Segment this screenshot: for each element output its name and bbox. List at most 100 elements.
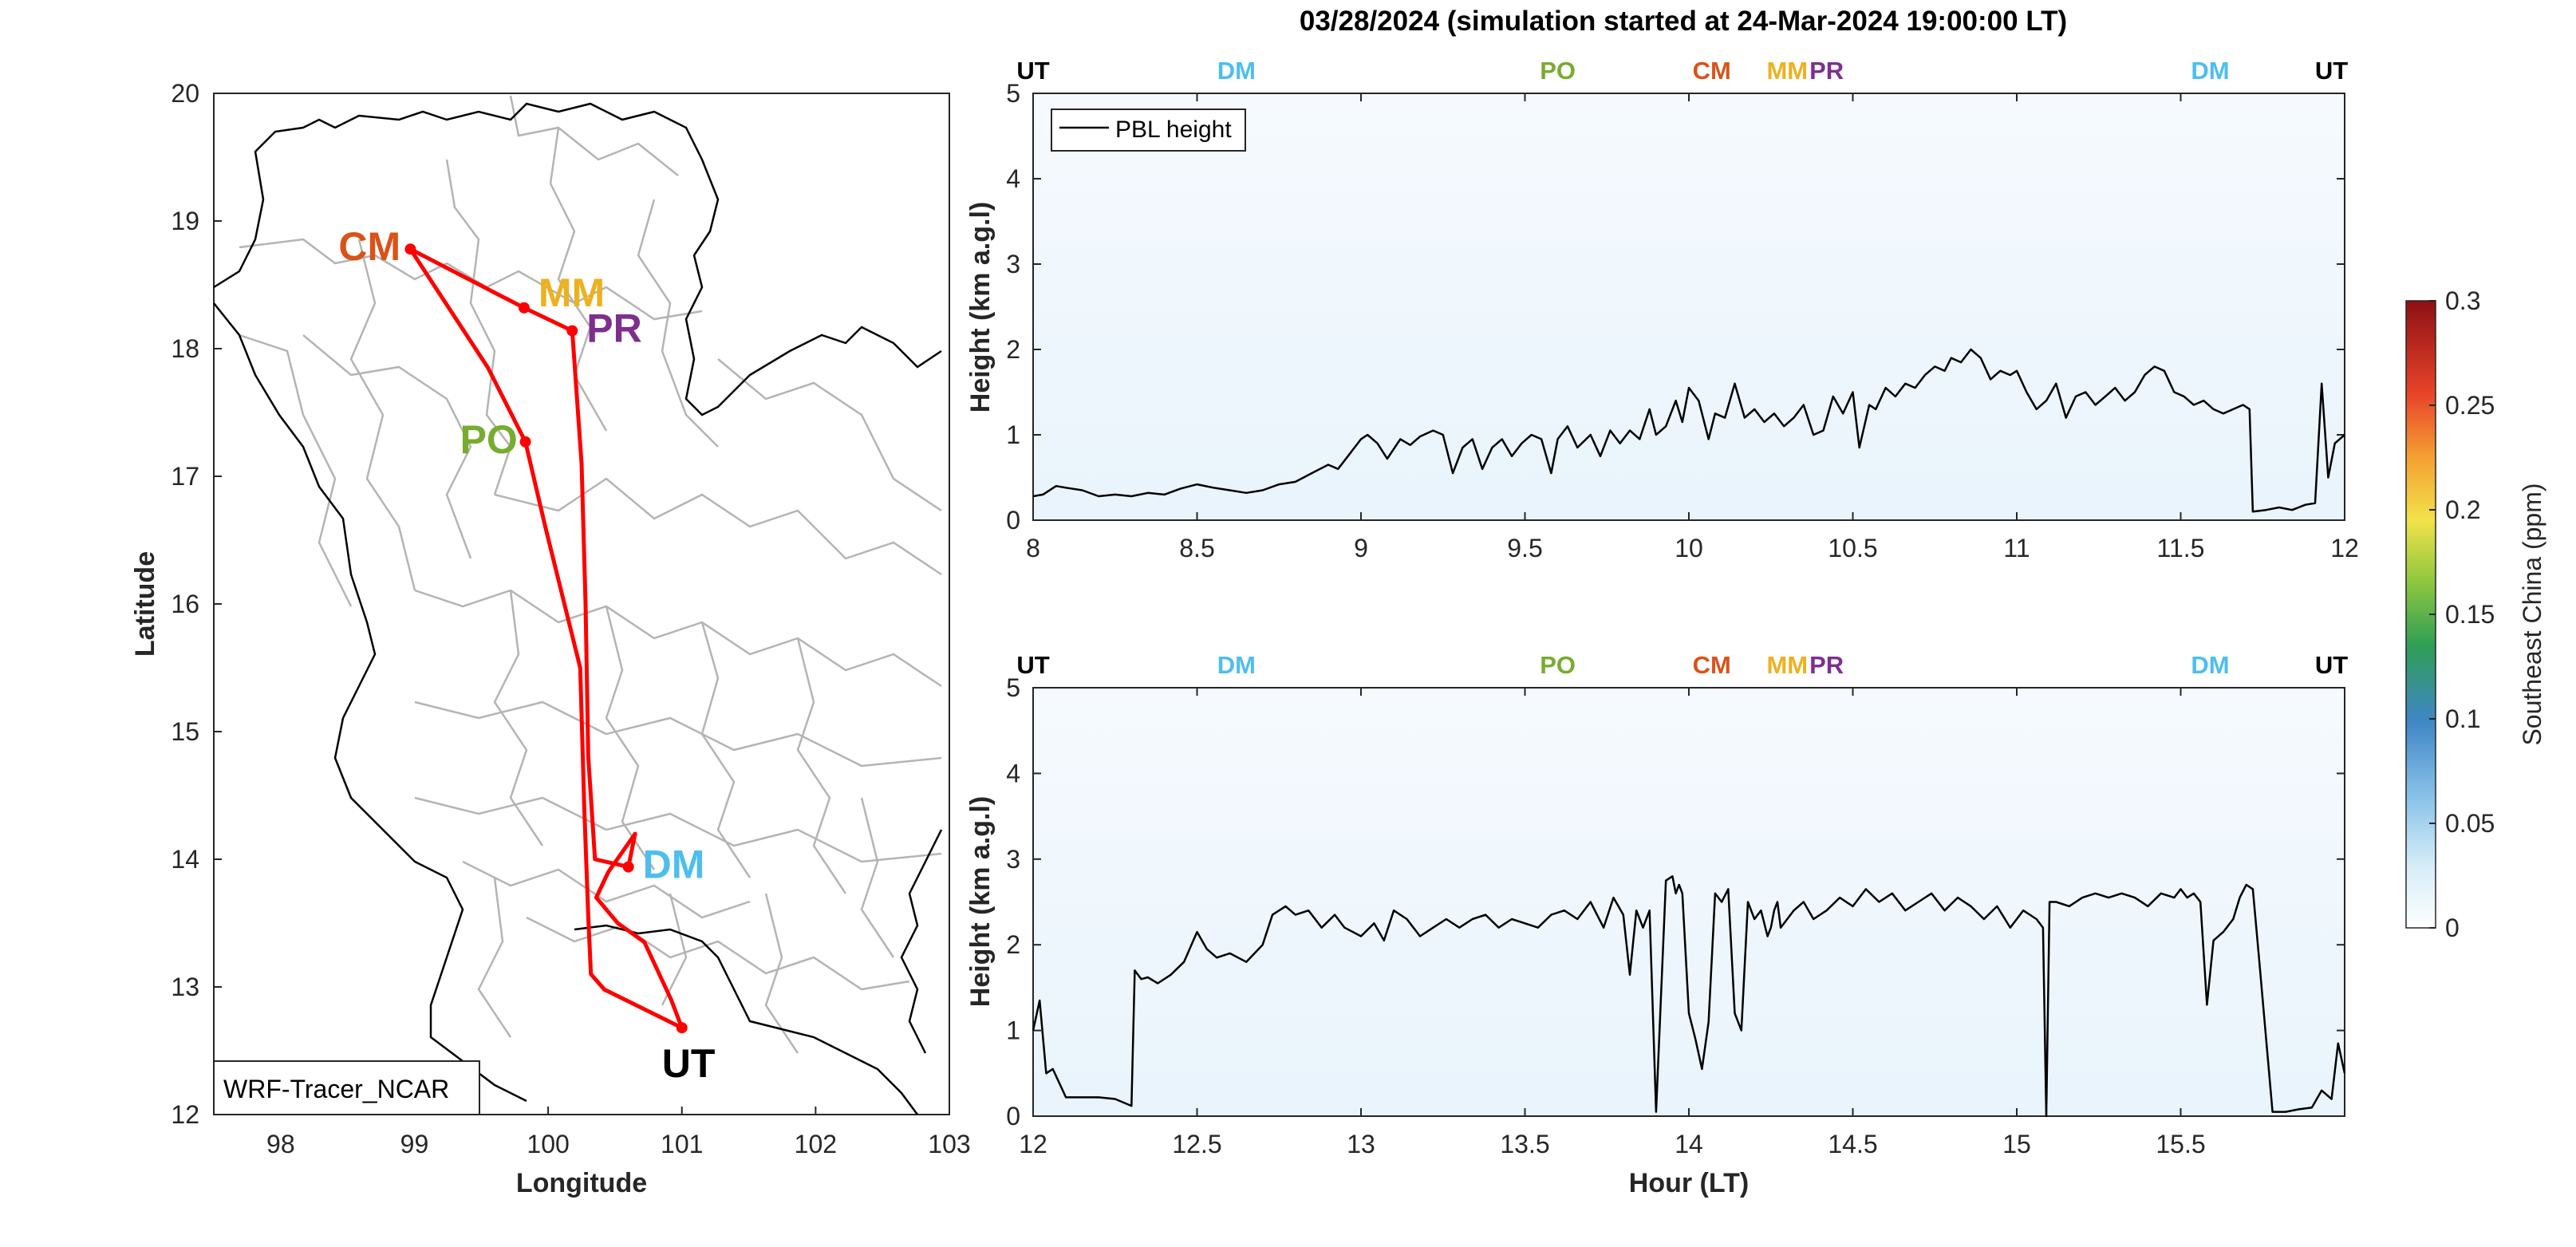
colorbar-label: Southeast China (ppm) [2518,483,2546,745]
p1-site-label-po: PO [1540,57,1576,85]
p2-ytick-label: 2 [1006,930,1020,959]
p2-xtick-label: 13.5 [1500,1130,1549,1158]
p1-site-label-ut: UT [2315,57,2348,85]
colorbar: 0 0.05 0.1 0.15 0.2 0.25 0.3 Southeast China (… [2405,286,2546,942]
map-xtick-label: 103 [928,1130,970,1158]
map-legend-box [213,1060,480,1115]
map-ytick-label: 18 [171,334,199,363]
p1-ytick-label: 1 [1006,420,1020,449]
map-ytick-label: 15 [171,717,199,746]
p1-site-label-pr: PR [1809,57,1844,85]
site-marker-dm [622,861,634,873]
p2-site-label-pr: PR [1809,651,1844,679]
p1-xtick-label: 11 [2003,534,2030,562]
figure-title: 03/28/2024 (simulation started at 24-Mar… [1300,6,2067,37]
p2-xtick-label: 15.5 [2156,1130,2205,1158]
p1-xtick-label: 12 [2330,534,2359,562]
p2-ytick-label: 4 [1006,759,1020,787]
p2-ytick-label: 0 [1006,1102,1020,1131]
p2-ytick-label: 5 [1006,673,1020,702]
colorbar-tick-label: 0.25 [2445,391,2495,420]
p1-xtick-label: 10 [1675,534,1703,562]
p2-xtick-label: 12 [1019,1130,1047,1158]
site-marker-pr [566,325,578,337]
p2-ytick-label: 3 [1006,845,1020,874]
p1-xtick-label: 9 [1354,534,1368,562]
map-frame [213,93,950,1115]
pbl-legend-box [1051,109,1246,152]
panel-bottom-background [1033,688,2345,1116]
panel-top-ylabel: Height (km a.g.l) [965,202,996,412]
map-legend: WRF-Tracer_NCAR [213,1060,480,1115]
panel-bottom-xlabel: Hour (LT) [1629,1168,1749,1198]
p1-site-label-cm: CM [1693,57,1731,85]
colorbar-tick-label: 0.15 [2445,600,2495,629]
pbl-height-line-top [1032,348,2345,513]
map-ytick-label: 20 [171,79,199,108]
panel-top-background [1033,93,2345,520]
map-ytick-label: 13 [171,973,199,1001]
p2-xtick-label: 15 [2002,1130,2031,1158]
p1-ytick-label: 4 [1006,164,1020,193]
map-ylabel: Latitude [130,551,160,657]
site-marker-cm [404,243,416,255]
p2-site-label-ut: UT [2315,651,2348,679]
map-ytick-label: 14 [171,845,199,874]
map-legend-label: WRF-Tracer_NCAR [223,1075,449,1103]
map-ytick-label: 19 [171,207,199,235]
panel-bottom-ylabel: Height (km a.g.l) [965,796,996,1007]
colorbar-ticks: 0 0.05 0.1 0.15 0.2 0.25 0.3 [2429,286,2495,942]
map-ytick-label: 12 [171,1100,199,1129]
colorbar-tick-label: 0 [2445,914,2460,942]
country-borders [213,102,943,1115]
map-xtick-label: 102 [795,1130,837,1158]
site-label-pr: PR [586,306,641,351]
province-borders [239,95,942,1054]
site-marker-po [519,436,531,448]
map-ytick-label: 16 [171,590,199,618]
p1-site-label-mm: MM [1766,57,1808,85]
p1-xtick-label: 8 [1026,534,1040,562]
p2-xtick-label: 12.5 [1172,1130,1221,1158]
pbl-height-line-bottom [1032,875,2346,1118]
p1-ytick-label: 0 [1006,506,1020,535]
colorbar-tick-label: 0.3 [2445,286,2480,315]
pbl-legend: PBL height [1051,109,1246,152]
site-label-po: PO [460,417,518,462]
p1-ytick-label: 2 [1006,335,1020,364]
site-marker-mm [518,302,530,314]
p2-site-label-po: PO [1540,651,1576,679]
site-label-cm: CM [338,224,400,269]
p1-xtick-label: 9.5 [1507,534,1542,562]
p2-xtick-label: 14 [1675,1130,1703,1158]
p2-site-label-mm: MM [1766,651,1808,679]
map-axis-ticks: 98 99 100 101 102 103 12 13 14 15 16 17 18 19 20 [171,79,970,1158]
p2-xtick-label: 13 [1347,1130,1375,1158]
p1-ytick-label: 3 [1006,250,1020,278]
pbl-legend-label: PBL height [1115,116,1232,143]
p2-site-label-dm: DM [2191,651,2229,679]
map-xlabel: Longitude [516,1168,647,1198]
p2-site-label-ut: UT [1016,651,1049,679]
map-xtick-label: 100 [527,1130,569,1158]
p1-xtick-label: 10.5 [1828,534,1877,562]
p2-site-label-dm: DM [1217,651,1256,679]
p1-xtick-label: 8.5 [1179,534,1214,562]
p2-site-label-cm: CM [1693,651,1731,679]
map-ytick-label: 17 [171,462,199,491]
colorbar-tick-label: 0.2 [2445,495,2480,524]
map-xtick-label: 98 [266,1130,295,1158]
colorbar-tick-label: 0.1 [2445,704,2480,733]
p1-site-label-dm: DM [1217,57,1256,85]
site-label-ut: UT [662,1041,716,1086]
colorbar-tick-label: 0.05 [2445,809,2495,838]
site-label-mm: MM [538,270,605,315]
trajectory-line [408,247,684,1030]
